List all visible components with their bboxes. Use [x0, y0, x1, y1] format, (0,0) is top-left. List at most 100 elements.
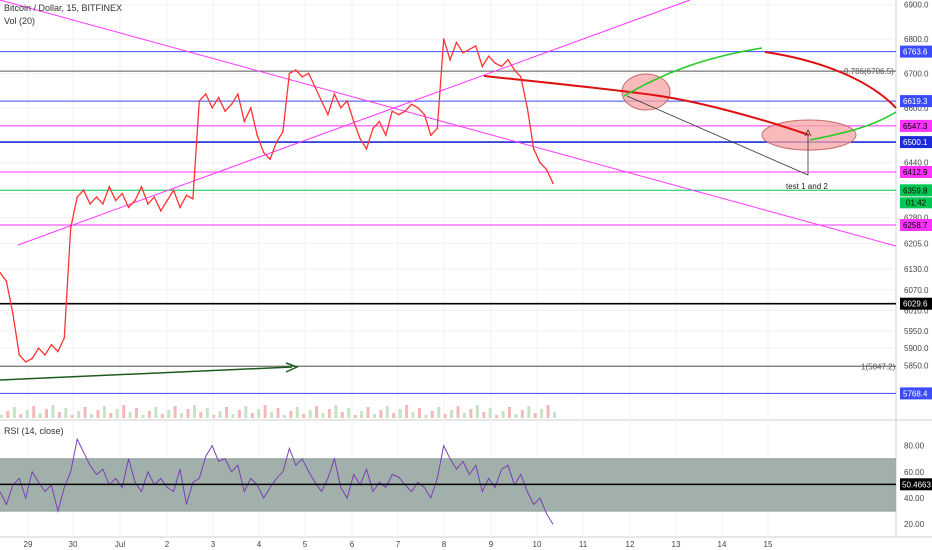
- price-point: [134, 199, 136, 202]
- volume-bar: [501, 411, 505, 418]
- price-tick-label: 6600.0: [904, 104, 929, 113]
- price-point: [455, 41, 458, 44]
- price-point: [89, 203, 91, 205]
- volume-bar: [366, 407, 370, 418]
- time-tick-label: 6: [350, 540, 355, 549]
- price-point: [307, 72, 310, 75]
- price-point: [397, 113, 400, 116]
- price-point: [520, 76, 522, 78]
- price-point: [436, 127, 439, 130]
- green-forecast-curve-1[interactable]: [623, 47, 763, 97]
- volume-bar: [141, 415, 145, 418]
- price-point: [333, 93, 336, 95]
- symbol-title[interactable]: Bitcoin / Dollar, 15, BITFINEX: [4, 3, 123, 13]
- level-tag-label: 6412.9: [903, 168, 928, 177]
- green-forecast-curve-2[interactable]: [809, 111, 897, 141]
- volume-bar: [102, 406, 106, 418]
- level-tag[interactable]: [900, 297, 932, 310]
- price-tick-label: 6070.0: [904, 286, 929, 295]
- volume-bar: [276, 408, 280, 418]
- price-point: [526, 107, 529, 109]
- rsi-label[interactable]: RSI (14, close): [4, 426, 64, 436]
- time-tick-label: 3: [211, 540, 216, 549]
- price-point: [417, 107, 419, 109]
- price-point: [340, 107, 342, 109]
- volume-bar: [508, 407, 511, 418]
- level-tag-label: 6500.1: [903, 138, 928, 147]
- price-point: [76, 196, 78, 198]
- volume-bar: [70, 415, 74, 418]
- price-point: [108, 186, 111, 188]
- level-tag[interactable]: [900, 136, 932, 149]
- volume-bar: [135, 408, 138, 418]
- price-point: [50, 343, 53, 346]
- volume-bar: [154, 407, 158, 418]
- volume-bar: [38, 413, 42, 418]
- price-point: [31, 357, 33, 360]
- volume-bar: [353, 415, 357, 418]
- time-tick-label: 15: [764, 540, 773, 549]
- price-point: [69, 227, 72, 229]
- volume-bar: [360, 411, 364, 418]
- level-tag[interactable]: [900, 95, 932, 108]
- price-tick-label: 6280.0: [904, 214, 929, 223]
- price-point: [160, 210, 162, 212]
- callout-arrow-icon: [804, 129, 812, 137]
- price-series: [0, 38, 554, 363]
- red-forecast-curve[interactable]: [483, 75, 810, 136]
- countdown-label: 01:42: [906, 198, 927, 207]
- price-point: [230, 103, 233, 106]
- time-tick-label: 7: [396, 540, 401, 549]
- level-tag[interactable]: [900, 184, 932, 197]
- level-tag[interactable]: [900, 166, 932, 178]
- volume-bar: [424, 415, 428, 418]
- volume-bar: [456, 406, 460, 418]
- level-tag[interactable]: [900, 219, 932, 231]
- fib-level-label: 1(5847.2): [861, 362, 896, 371]
- price-point: [320, 100, 323, 102]
- volume-bar: [373, 414, 376, 418]
- price-point: [500, 65, 503, 68]
- volume-label[interactable]: Vol (20): [4, 16, 36, 26]
- level-tags: 6763.6 0.786(6706.5) 6619.3 6547.3 6500.1 641…: [844, 45, 932, 400]
- price-point: [12, 313, 14, 315]
- volume-bar: [392, 413, 396, 418]
- volume-bar: [212, 415, 216, 418]
- price-tick-label: 5900.0: [904, 344, 929, 353]
- level-tag[interactable]: [900, 119, 932, 132]
- price-point: [243, 120, 246, 123]
- volume-bar: [546, 405, 550, 418]
- countdown-tag: [900, 197, 932, 209]
- volume-bar: [282, 415, 286, 418]
- annotation-text: test 1 and 2: [786, 182, 828, 191]
- volume-bar: [437, 407, 441, 418]
- red-upper-curve[interactable]: [764, 51, 897, 109]
- price-point: [314, 86, 316, 88]
- descending-trendline[interactable]: [0, 0, 897, 247]
- volume-bar: [147, 411, 151, 418]
- price-tick-label: 5950.0: [904, 327, 929, 336]
- level-tag[interactable]: [900, 387, 932, 400]
- volume-bar: [475, 405, 479, 418]
- price-point: [147, 203, 149, 205]
- volume-bar: [205, 408, 209, 418]
- volume-bar: [12, 407, 16, 418]
- time-tick-label: Jul: [115, 540, 125, 549]
- time-tick-label: 9: [489, 540, 494, 549]
- rsi-line[interactable]: [0, 437, 554, 525]
- price-axis[interactable]: [896, 0, 932, 420]
- callout-line-1: [626, 95, 809, 176]
- volume-bar: [115, 409, 119, 418]
- volume-bar: [334, 405, 338, 418]
- volume-bar: [327, 409, 331, 418]
- level-tag-label: 6763.6: [903, 48, 928, 57]
- price-point: [95, 196, 98, 198]
- level-tag-label: 6029.6: [903, 300, 928, 309]
- volume-bar: [553, 412, 556, 418]
- level-tag-label: 5768.4: [903, 389, 928, 398]
- price-point: [37, 347, 40, 350]
- level-tag[interactable]: [900, 45, 932, 58]
- main-plot-area[interactable]: [0, 0, 896, 420]
- uptrend-arrow-line[interactable]: [0, 366, 293, 381]
- time-tick-label: 2: [165, 540, 170, 549]
